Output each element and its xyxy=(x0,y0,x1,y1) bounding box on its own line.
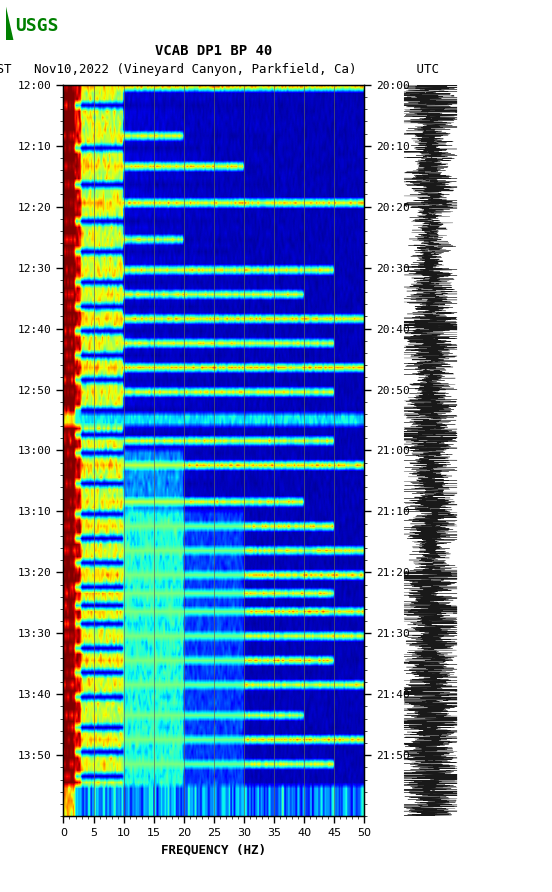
Polygon shape xyxy=(6,4,13,40)
X-axis label: FREQUENCY (HZ): FREQUENCY (HZ) xyxy=(161,844,267,856)
Text: PST   Nov10,2022 (Vineyard Canyon, Parkfield, Ca)        UTC: PST Nov10,2022 (Vineyard Canyon, Parkfie… xyxy=(0,62,439,76)
Text: USGS: USGS xyxy=(15,17,59,35)
Text: VCAB DP1 BP 40: VCAB DP1 BP 40 xyxy=(155,44,273,58)
